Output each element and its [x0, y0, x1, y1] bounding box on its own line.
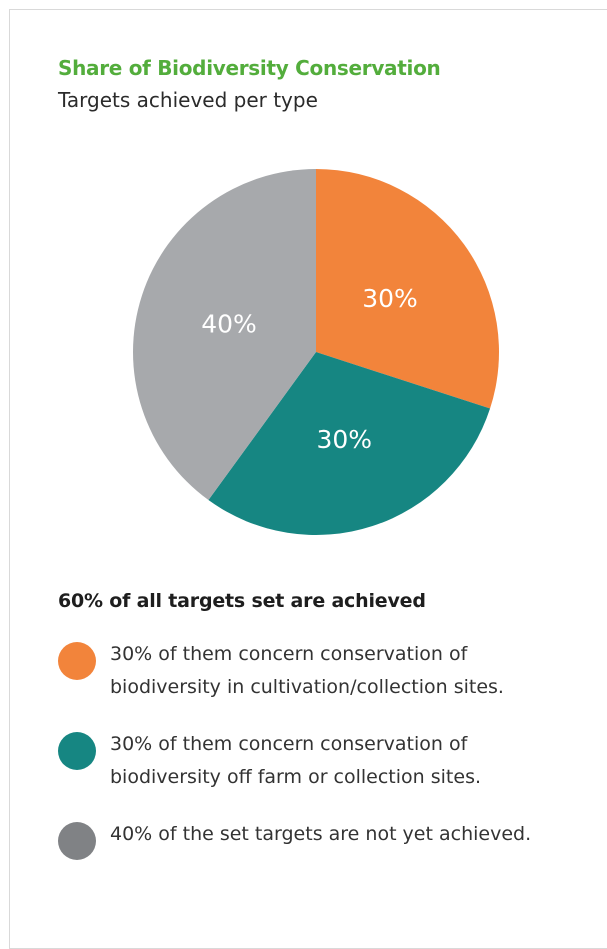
pie-slice-label: 30%	[316, 425, 372, 454]
chart-subtitle: Targets achieved per type	[58, 88, 318, 112]
pie-chart: 30% 30% 40%	[133, 169, 499, 535]
legend-item-not-achieved: 40% of the set targets are not yet achie…	[58, 818, 598, 860]
legend-text-line: 30% of them concern conservation of	[110, 733, 468, 755]
legend-text-line: biodiversity off farm or collection site…	[110, 766, 482, 788]
legend: 30% of them concern conservation of biod…	[58, 638, 598, 875]
pie-slice-teal	[208, 352, 491, 535]
summary-headline: 60% of all targets set are achieved	[58, 590, 426, 612]
legend-swatch-orange	[58, 642, 96, 680]
legend-item-cultivation-sites: 30% of them concern conservation of biod…	[58, 638, 598, 704]
pie-slice-gray	[133, 169, 316, 501]
legend-text-line: 40% of the set targets are not yet achie…	[110, 823, 532, 845]
legend-swatch-teal	[58, 732, 96, 770]
pie-slice-label: 30%	[362, 284, 418, 313]
legend-text-line: biodiversity in cultivation/collection s…	[110, 676, 504, 698]
chart-title: Share of Biodiversity Conservation	[58, 56, 441, 80]
legend-swatch-gray	[58, 822, 96, 860]
pie-slice-orange	[316, 169, 499, 409]
pie-slice-label: 40%	[201, 310, 257, 339]
legend-text-line: 30% of them concern conservation of	[110, 643, 468, 665]
legend-item-off-farm: 30% of them concern conservation of biod…	[58, 728, 598, 794]
